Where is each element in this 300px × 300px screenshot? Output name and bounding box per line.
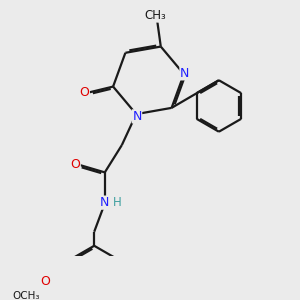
Text: H: H [113, 196, 122, 209]
Text: N: N [180, 67, 189, 80]
Text: O: O [80, 86, 89, 99]
Text: N: N [100, 196, 110, 209]
Text: OCH₃: OCH₃ [12, 291, 40, 300]
Text: N: N [132, 110, 142, 123]
Text: CH₃: CH₃ [144, 9, 166, 22]
Text: O: O [40, 275, 50, 288]
Text: O: O [70, 158, 80, 171]
